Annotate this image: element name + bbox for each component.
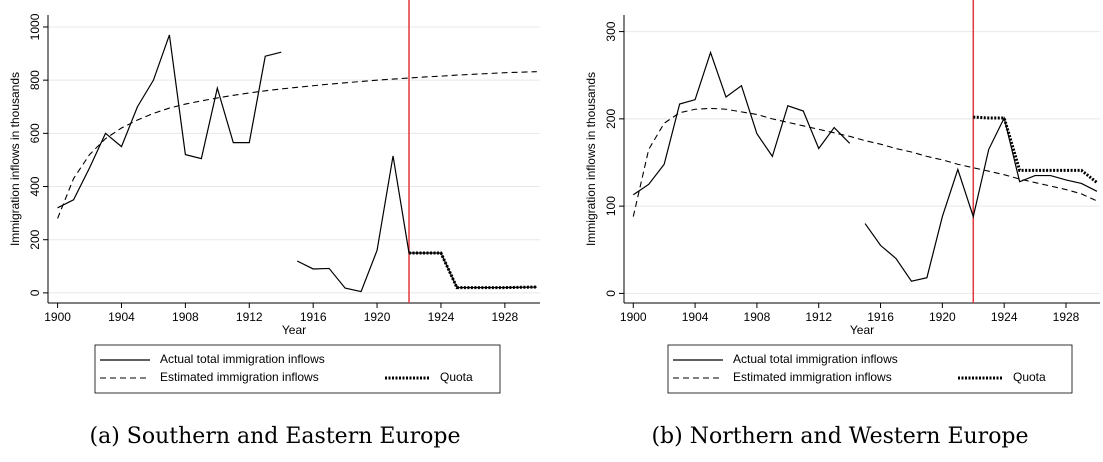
x-tick-label: 1920: [364, 310, 391, 324]
x-tick-label: 1912: [236, 310, 263, 324]
legend-label: Quota: [440, 370, 473, 384]
y-axis-label: Immigration inflows in thousands: [584, 72, 598, 246]
y-tick-label: 200: [28, 229, 42, 249]
x-tick-label: 1908: [744, 310, 771, 324]
y-tick-label: 400: [28, 176, 42, 196]
plot-area: [48, 15, 540, 303]
x-tick-label: 1928: [492, 310, 519, 324]
x-tick-label: 1904: [682, 310, 709, 324]
x-tick-label: 1912: [805, 310, 832, 324]
legend-label: Quota: [1013, 370, 1046, 384]
y-axis-label: Immigration inflows in thousands: [8, 72, 22, 246]
x-tick-label: 1924: [428, 310, 455, 324]
y-tick-label: 100: [604, 196, 618, 216]
y-tick-label: 200: [604, 109, 618, 129]
x-tick-label: 1924: [991, 310, 1018, 324]
x-tick-label: 1916: [867, 310, 894, 324]
caption: (b) Northern and Western Europe: [651, 424, 1028, 449]
caption: (a) Southern and Eastern Europe: [90, 424, 461, 449]
series-line: [632, 50, 1098, 282]
y-tick-label: 800: [28, 70, 42, 90]
legend-label: Estimated immigration inflows: [160, 370, 319, 384]
x-tick-label: 1900: [44, 310, 71, 324]
x-axis-label: Year: [850, 323, 874, 337]
y-tick-label: 1000: [28, 13, 42, 40]
legend-label: Estimated immigration inflows: [733, 370, 892, 384]
legend-box: [667, 344, 1073, 394]
legend-box: [94, 344, 501, 394]
x-tick-label: 1904: [108, 310, 135, 324]
x-tick-label: 1908: [172, 310, 199, 324]
y-tick-label: 0: [28, 289, 42, 296]
x-tick-label: 1920: [929, 310, 956, 324]
x-tick-label: 1916: [300, 310, 327, 324]
series-line: [409, 251, 537, 290]
y-tick-label: 0: [604, 290, 618, 297]
series-line: [57, 71, 537, 219]
legend-label: Actual total immigration inflows: [160, 352, 325, 366]
x-axis-label: Year: [282, 323, 306, 337]
y-tick-label: 300: [604, 21, 618, 41]
y-tick-label: 600: [28, 123, 42, 143]
legend-label: Actual total immigration inflows: [733, 352, 898, 366]
plot-area: [624, 15, 1100, 303]
x-tick-label: 1900: [620, 310, 647, 324]
x-tick-label: 1928: [1053, 310, 1080, 324]
